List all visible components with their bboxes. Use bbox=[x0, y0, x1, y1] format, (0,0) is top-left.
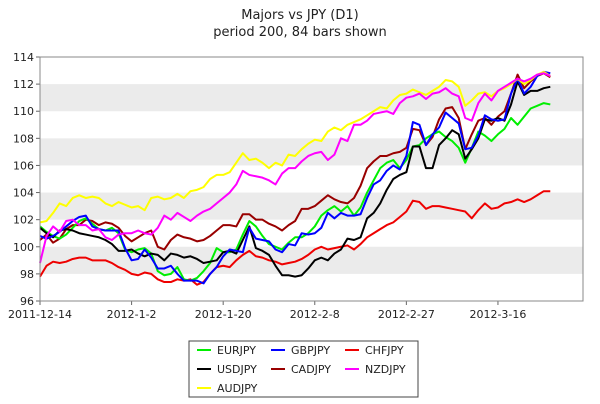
y-tick-label: 112 bbox=[13, 78, 34, 91]
legend-box bbox=[188, 340, 419, 398]
legend-label-gbpjpy: GBPJPY bbox=[291, 344, 330, 357]
x-tick-label: 2011-12-14 bbox=[8, 308, 72, 321]
y-tick-label: 104 bbox=[13, 187, 34, 200]
x-tick-label: 2012-1-20 bbox=[195, 308, 252, 321]
y-axis: 96 98 100 102 104 106 108 110 112 114 bbox=[13, 51, 40, 308]
chart-title: Majors vs JPY (D1) bbox=[241, 8, 358, 23]
x-tick-label: 2012-1-2 bbox=[107, 308, 157, 321]
series-line-chfjpy bbox=[39, 190, 551, 286]
legend: EURJPY GBPJPY CHFJPY USDJPY CADJPY NZDJPY AUDJ… bbox=[188, 340, 419, 398]
legend-label-chfjpy: CHFJPY bbox=[365, 344, 404, 357]
y-tick-label: 102 bbox=[13, 214, 34, 227]
legend-label-usdjpy: USDJPY bbox=[217, 363, 257, 376]
chart-subtitle: period 200, 84 bars shown bbox=[213, 25, 387, 40]
y-tick-label: 100 bbox=[13, 241, 34, 254]
x-tick-label: 2012-2-27 bbox=[378, 308, 435, 321]
series-lines bbox=[39, 70, 551, 286]
y-tick-label: 114 bbox=[13, 51, 34, 64]
legend-label-eurjpy: EURJPY bbox=[217, 344, 256, 357]
x-axis: 2011-12-14 2012-1-2 2012-1-20 2012-2-8 2012-… bbox=[8, 301, 526, 321]
y-tick-label: 98 bbox=[20, 268, 34, 281]
y-tick-label: 108 bbox=[13, 132, 34, 145]
series-line-nzdjpy bbox=[39, 72, 551, 264]
series-line-usdjpy bbox=[39, 80, 551, 278]
x-tick-label: 2012-3-16 bbox=[469, 308, 526, 321]
legend-label-nzdjpy: NZDJPY bbox=[365, 363, 406, 376]
y-tick-label: 106 bbox=[13, 159, 34, 172]
y-tick-label: 110 bbox=[13, 105, 34, 118]
plot-frame bbox=[39, 56, 584, 302]
series-line-gbpjpy bbox=[39, 70, 551, 285]
y-tick-label: 96 bbox=[20, 295, 34, 308]
legend-label-cadjpy: CADJPY bbox=[291, 363, 331, 376]
series-line-audjpy bbox=[39, 70, 551, 224]
x-tick-label: 2012-2-8 bbox=[290, 308, 340, 321]
legend-label-audjpy: AUDJPY bbox=[217, 382, 258, 395]
